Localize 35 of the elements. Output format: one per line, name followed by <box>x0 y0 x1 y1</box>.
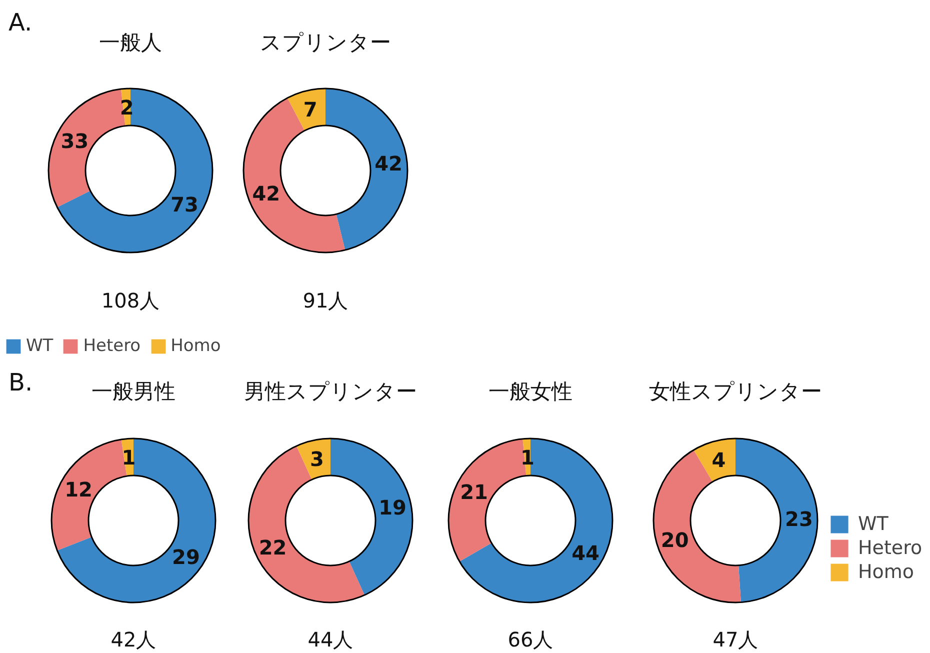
data-label: 21 <box>460 480 488 504</box>
text: A. <box>8 8 32 36</box>
data-label: 42 <box>374 151 402 176</box>
data-label: 42 <box>252 182 280 206</box>
data-label: 3 <box>310 446 324 471</box>
legend-label: Hetero <box>858 537 922 559</box>
data-label: 4 <box>712 448 726 472</box>
data-label: 7 <box>303 97 318 122</box>
text: B. <box>8 368 33 396</box>
chart-title: 男性スプリンター <box>244 380 417 404</box>
data-label: 23 <box>785 506 813 531</box>
chart-title: 一般人 <box>99 30 162 54</box>
legend-label: WT <box>858 513 888 535</box>
text: 108人 <box>101 288 160 312</box>
text: 66人 <box>508 628 554 652</box>
data-label: 20 <box>660 528 689 552</box>
chart-title: 女性スプリンター <box>649 380 822 404</box>
legend-label: Hetero <box>83 336 141 356</box>
data-label: 12 <box>64 477 92 502</box>
text: 47人 <box>712 628 758 652</box>
data-label: 73 <box>170 192 198 216</box>
legend-label: WT <box>26 336 54 356</box>
data-label: 29 <box>172 544 200 569</box>
text: 44人 <box>308 628 354 652</box>
chart-title: スプリンター <box>260 30 391 54</box>
legend-label: Homo <box>858 561 914 583</box>
chart-title: 一般女性 <box>488 380 572 404</box>
chart-title: 一般男性 <box>92 380 176 404</box>
text: 91人 <box>302 288 348 312</box>
text: 42人 <box>110 628 156 652</box>
data-label: 22 <box>258 535 287 560</box>
data-label: 33 <box>60 128 89 153</box>
data-label: 44 <box>572 540 600 565</box>
data-label: 19 <box>378 496 406 520</box>
legend-label: Homo <box>170 336 221 356</box>
